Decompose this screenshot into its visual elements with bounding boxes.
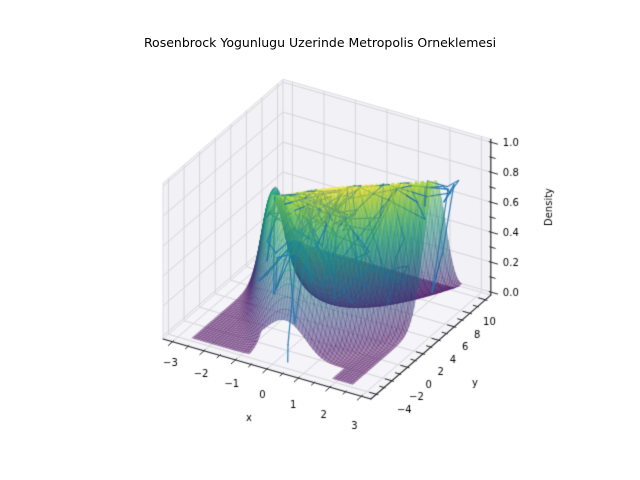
chart-title: Rosenbrock Yogunlugu Uzerinde Metropolis… <box>143 35 497 50</box>
